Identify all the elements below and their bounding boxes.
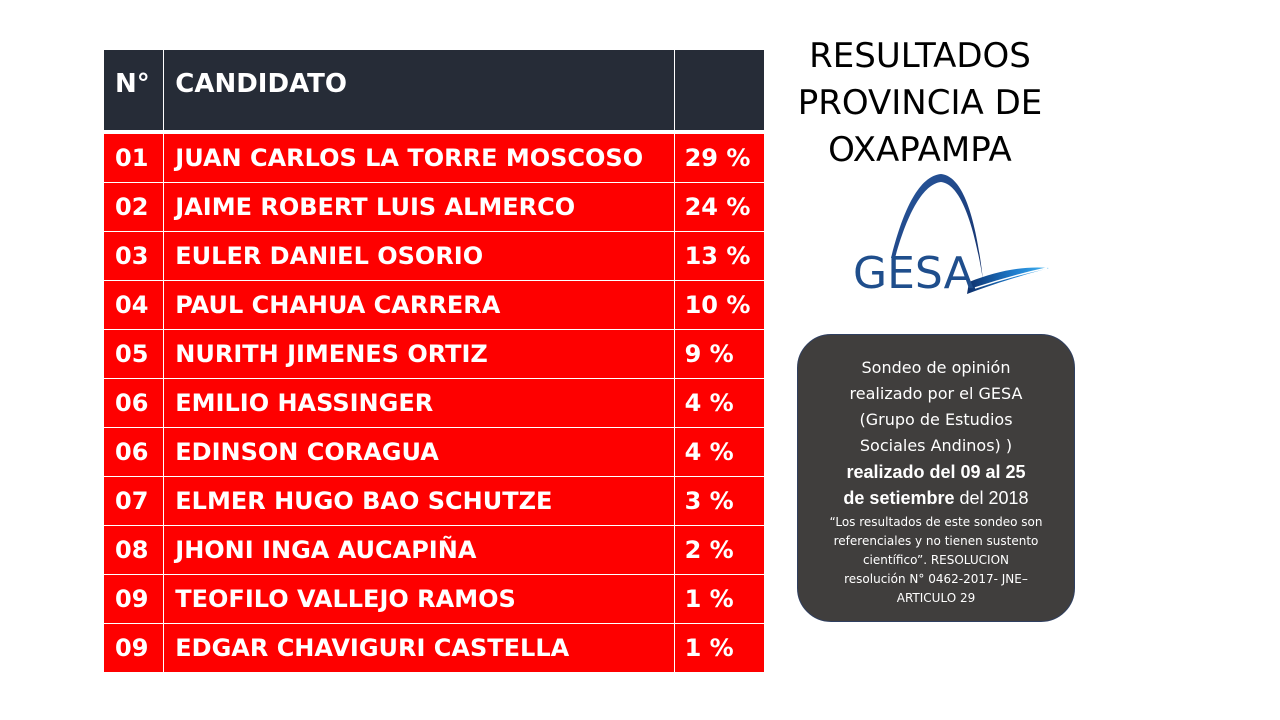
survey-note: Sondeo de opinión realizado por el GESA … bbox=[797, 334, 1075, 622]
cell-percent: 29 % bbox=[673, 131, 766, 183]
cell-candidate: TEOFILO VALLEJO RAMOS bbox=[163, 574, 675, 624]
cell-percent: 13 % bbox=[673, 231, 766, 281]
cell-candidate: ELMER HUGO BAO SCHUTZE bbox=[163, 476, 675, 526]
note-year: del 2018 bbox=[954, 488, 1029, 508]
note-month: de setiembre bbox=[843, 488, 955, 508]
logo-text: GESA bbox=[853, 248, 974, 299]
cell-candidate: NURITH JIMENES ORTIZ bbox=[163, 329, 675, 379]
disclaimer-line: científico”. RESOLUCION bbox=[862, 553, 1010, 567]
cell-number: 09 bbox=[102, 574, 165, 624]
cell-percent: 4 % bbox=[673, 427, 766, 477]
gesa-logo: GESA bbox=[849, 170, 1053, 300]
header-number: N° bbox=[102, 49, 165, 134]
disclaimer-line: referenciales y no tienen sustento bbox=[833, 534, 1039, 548]
title-line: OXAPAMPA bbox=[828, 130, 1012, 170]
cell-number: 06 bbox=[102, 427, 165, 477]
gesa-arc-logo-icon: GESA bbox=[853, 174, 1049, 299]
cell-candidate: JAIME ROBERT LUIS ALMERCO bbox=[163, 182, 675, 232]
note-line: realizado por el GESA bbox=[849, 384, 1023, 403]
page-title: RESULTADOS PROVINCIA DE OXAPAMPA bbox=[790, 33, 1050, 174]
disclaimer-line: resolución N° 0462-2017- JNE– bbox=[844, 572, 1028, 586]
table-row: 06 EMILIO HASSINGER 4 % bbox=[102, 378, 766, 428]
table-row: 04 PAUL CHAHUA CARRERA 10 % bbox=[102, 280, 766, 330]
note-line: Sondeo de opinión bbox=[861, 358, 1011, 377]
cell-number: 08 bbox=[102, 525, 165, 575]
cell-candidate: JUAN CARLOS LA TORRE MOSCOSO bbox=[163, 131, 675, 183]
cell-number: 09 bbox=[102, 623, 165, 673]
table-row: 06 EDINSON CORAGUA 4 % bbox=[102, 427, 766, 477]
table-row: 09 TEOFILO VALLEJO RAMOS 1 % bbox=[102, 574, 766, 624]
cell-candidate: EMILIO HASSINGER bbox=[163, 378, 675, 428]
table-row: 02 JAIME ROBERT LUIS ALMERCO 24 % bbox=[102, 182, 766, 232]
cell-number: 01 bbox=[102, 131, 165, 183]
disclaimer-line: “Los resultados de este sondeo son bbox=[829, 515, 1043, 529]
cell-percent: 2 % bbox=[673, 525, 766, 575]
cell-candidate: EDGAR CHAVIGURI CASTELLA bbox=[163, 623, 675, 673]
cell-percent: 4 % bbox=[673, 378, 766, 428]
note-line: de setiembre del 2018 bbox=[798, 485, 1074, 511]
note-line: realizado del 09 al 25 bbox=[798, 459, 1074, 485]
cell-candidate: EULER DANIEL OSORIO bbox=[163, 231, 675, 281]
results-table: N° CANDIDATO 01 JUAN CARLOS LA TORRE MOSC… bbox=[102, 49, 766, 673]
note-date-range: realizado del 09 al 25 bbox=[846, 462, 1026, 482]
cell-percent: 24 % bbox=[673, 182, 766, 232]
cell-percent: 3 % bbox=[673, 476, 766, 526]
table-row: 05 NURITH JIMENES ORTIZ 9 % bbox=[102, 329, 766, 379]
table-row: 08 JHONI INGA AUCAPIÑA 2 % bbox=[102, 525, 766, 575]
cell-percent: 1 % bbox=[673, 574, 766, 624]
table-header-row: N° CANDIDATO bbox=[102, 49, 766, 134]
cell-number: 02 bbox=[102, 182, 165, 232]
disclaimer-line: ARTICULO 29 bbox=[896, 591, 976, 605]
cell-candidate: JHONI INGA AUCAPIÑA bbox=[163, 525, 675, 575]
cell-percent: 10 % bbox=[673, 280, 766, 330]
cell-percent: 9 % bbox=[673, 329, 766, 379]
table-row: 01 JUAN CARLOS LA TORRE MOSCOSO 29 % bbox=[102, 131, 766, 183]
header-percent bbox=[673, 49, 766, 134]
header-candidate: CANDIDATO bbox=[163, 49, 675, 134]
cell-number: 07 bbox=[102, 476, 165, 526]
cell-candidate: EDINSON CORAGUA bbox=[163, 427, 675, 477]
cell-candidate: PAUL CHAHUA CARRERA bbox=[163, 280, 675, 330]
table-row: 03 EULER DANIEL OSORIO 13 % bbox=[102, 231, 766, 281]
cell-percent: 1 % bbox=[673, 623, 766, 673]
title-line: RESULTADOS bbox=[809, 36, 1031, 76]
note-line: Sociales Andinos) ) bbox=[859, 436, 1013, 455]
cell-number: 05 bbox=[102, 329, 165, 379]
note-line: (Grupo de Estudios bbox=[859, 410, 1013, 429]
table-row: 07 ELMER HUGO BAO SCHUTZE 3 % bbox=[102, 476, 766, 526]
cell-number: 03 bbox=[102, 231, 165, 281]
title-line: PROVINCIA DE bbox=[797, 83, 1043, 123]
table-row: 09 EDGAR CHAVIGURI CASTELLA 1 % bbox=[102, 623, 766, 673]
cell-number: 04 bbox=[102, 280, 165, 330]
cell-number: 06 bbox=[102, 378, 165, 428]
disclaimer: “Los resultados de este sondeo son refer… bbox=[798, 513, 1074, 608]
